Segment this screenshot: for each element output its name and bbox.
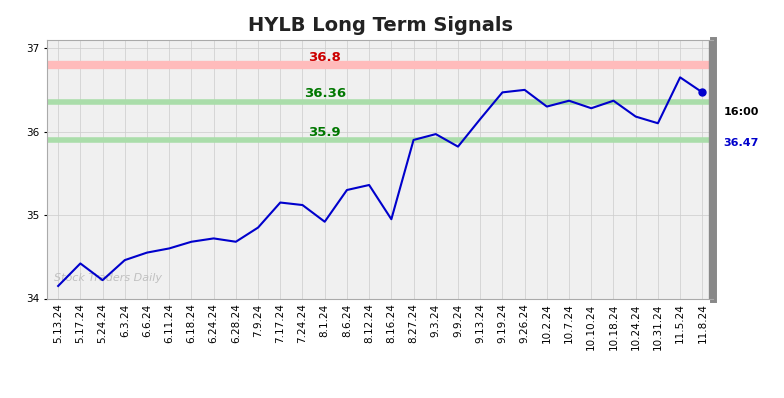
Point (696, 89, 709, 96)
Text: 36.8: 36.8 (308, 51, 341, 64)
Text: 36.47: 36.47 (724, 138, 759, 148)
Text: Stock Traders Daily: Stock Traders Daily (53, 273, 162, 283)
Title: HYLB Long Term Signals: HYLB Long Term Signals (248, 16, 513, 35)
Text: 16:00: 16:00 (724, 107, 759, 117)
Text: 36.36: 36.36 (303, 88, 346, 100)
Text: 35.9: 35.9 (308, 126, 341, 139)
